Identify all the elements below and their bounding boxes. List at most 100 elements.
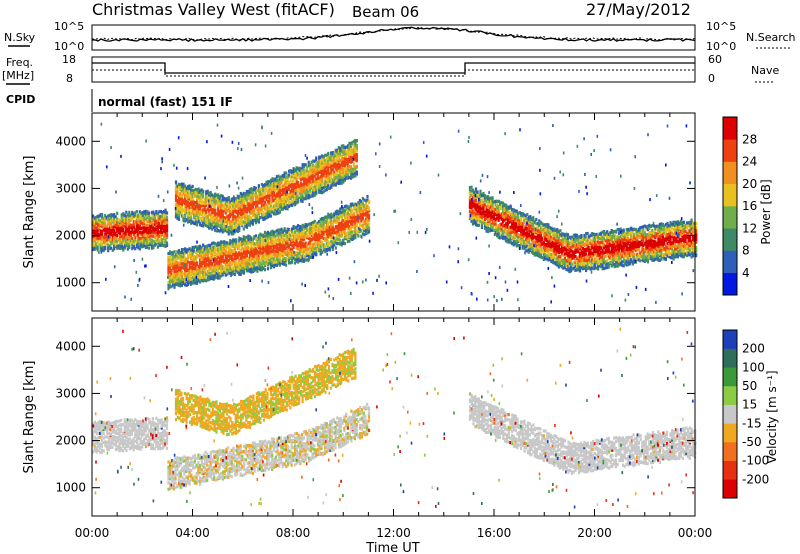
power-cell (324, 250, 327, 254)
power-cell (269, 204, 273, 208)
power-cell (327, 248, 330, 252)
power-cell (275, 259, 279, 263)
power-cell (143, 222, 146, 226)
power-cell (126, 242, 129, 246)
power-cell (208, 191, 211, 195)
power-cell (303, 250, 306, 254)
power-cell (256, 236, 259, 241)
power-cell (203, 216, 206, 220)
power-cell (220, 247, 223, 251)
power-cell (220, 271, 223, 275)
power-cell (248, 199, 251, 203)
power-cell (123, 219, 126, 223)
power-cell (209, 194, 212, 198)
power-cell (113, 238, 116, 242)
power-cell (272, 184, 276, 188)
power-cell (102, 225, 105, 229)
power-cell (230, 249, 233, 253)
power-cell (242, 260, 245, 264)
power-cell (292, 240, 295, 244)
power-cell (199, 211, 202, 216)
power-cell (247, 189, 250, 193)
power-cell (200, 188, 203, 192)
power-cell (177, 205, 181, 210)
power-cell (159, 210, 162, 214)
power-cell (188, 197, 191, 201)
power-cell (170, 279, 173, 283)
power-cell (214, 276, 217, 280)
power-cell (354, 233, 357, 237)
power-cell (122, 221, 125, 225)
power-cell (209, 190, 212, 195)
power-cell (132, 223, 135, 227)
power-cell (218, 196, 221, 200)
power-cell (170, 251, 173, 255)
power-cell (209, 251, 212, 255)
power-cell (149, 224, 152, 229)
power-cell (266, 211, 270, 216)
power-cell (199, 267, 202, 272)
power-cell (132, 230, 135, 234)
power-cell (265, 251, 268, 255)
power-cell (132, 220, 135, 224)
power-cell (357, 209, 360, 213)
power-cell (340, 216, 343, 220)
power-cell (238, 200, 241, 205)
power-cell (333, 231, 336, 235)
power-cell (208, 193, 211, 197)
power-cell (230, 203, 233, 207)
power-cell (257, 257, 260, 261)
power-cell (256, 240, 259, 244)
power-cell (253, 235, 256, 239)
power-cell (230, 271, 233, 275)
power-cell (224, 199, 227, 203)
power-cell (182, 264, 185, 268)
power-cell (190, 280, 193, 284)
power-cell (253, 266, 256, 270)
power-cell (233, 209, 236, 213)
power-cell (242, 211, 245, 215)
power-cell (303, 231, 306, 235)
power-cell (173, 277, 176, 281)
power-cell (220, 274, 223, 278)
power-cell (247, 234, 250, 238)
power-cell (327, 228, 330, 232)
power-cell (244, 238, 247, 243)
power-cell (203, 266, 206, 270)
power-cell (202, 204, 205, 208)
power-cell (337, 212, 340, 216)
power-cell (221, 244, 224, 248)
nsky-trace (91, 26, 696, 42)
power-cell (238, 263, 241, 267)
power-cell (193, 221, 196, 225)
power-cell (110, 219, 113, 223)
power-cell (315, 242, 318, 246)
power-cell (265, 184, 268, 188)
nsky-label: N.Sky (4, 31, 36, 44)
power-cell (244, 198, 247, 202)
power-cell (355, 217, 358, 221)
power-cell (156, 245, 159, 249)
power-cell (291, 238, 294, 242)
power-cell (257, 197, 260, 201)
power-cell (203, 218, 206, 222)
power-cell (232, 238, 235, 242)
power-cell (107, 243, 110, 247)
power-cell (223, 248, 226, 252)
power-cell (313, 247, 316, 251)
power-cell (114, 215, 117, 219)
power-cell (212, 255, 215, 259)
power-cell (212, 220, 215, 224)
power-cell (199, 193, 202, 197)
power-cell (275, 199, 279, 203)
power-cell (364, 228, 368, 232)
power-cell (248, 269, 251, 273)
power-cell (343, 231, 346, 236)
power-cell (269, 214, 273, 218)
power-cell (319, 217, 322, 221)
power-cell (184, 214, 187, 219)
power-cell (167, 269, 170, 273)
power-cell (208, 218, 211, 222)
power-cell (187, 210, 190, 215)
power-cell (113, 215, 116, 219)
